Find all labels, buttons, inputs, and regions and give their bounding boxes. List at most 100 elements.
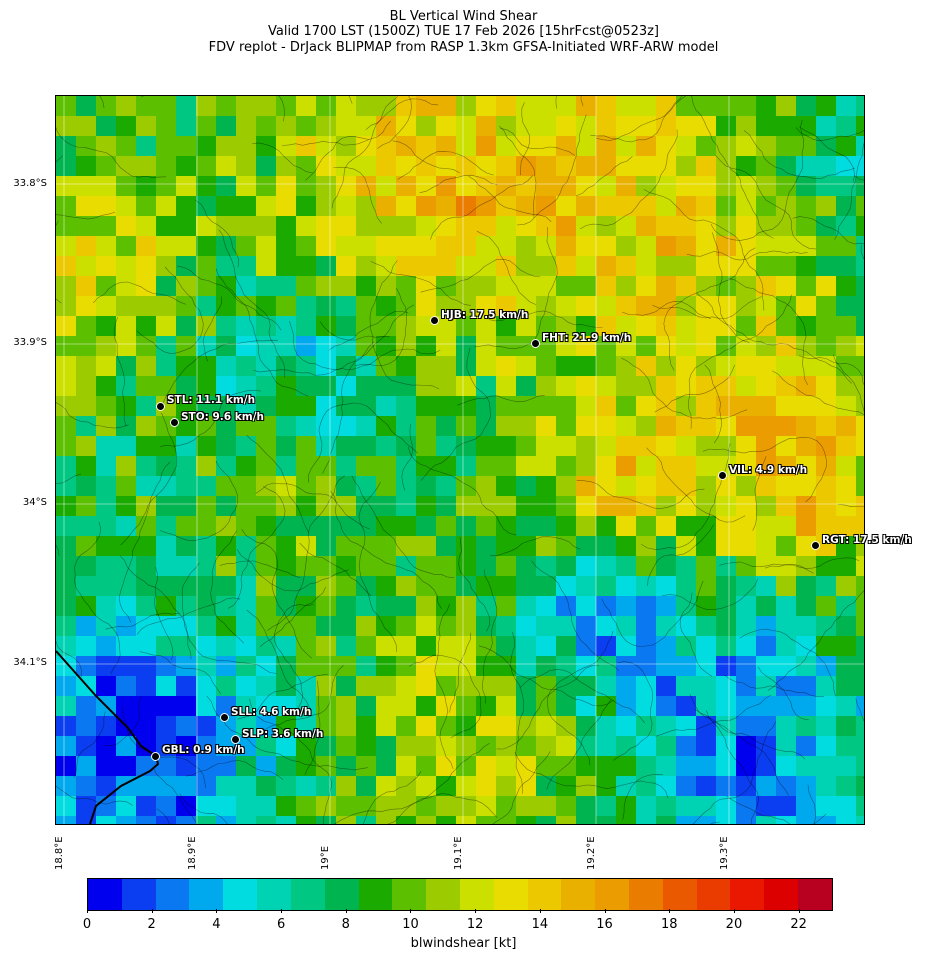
shear-cell [296, 636, 317, 657]
shear-cell [316, 656, 337, 677]
shear-cell [276, 336, 297, 357]
shear-cell [836, 516, 857, 537]
shear-cell [176, 756, 197, 777]
shear-cell [616, 816, 637, 824]
shear-cell [796, 196, 817, 217]
shear-cell [596, 636, 617, 657]
station-marker-gbl[interactable] [151, 752, 160, 761]
shear-cell [436, 296, 457, 317]
shear-cell [196, 296, 217, 317]
shear-cell [436, 436, 457, 457]
shear-cell [736, 96, 757, 117]
shear-cell [456, 396, 477, 417]
shear-cell [216, 376, 237, 397]
shear-cell [496, 556, 517, 577]
shear-cell [76, 816, 97, 824]
shear-cell [96, 396, 117, 417]
shear-cell [276, 316, 297, 337]
shear-cell [56, 96, 77, 117]
terrain-contour [661, 578, 759, 611]
shear-cell [836, 676, 857, 697]
wind-shear-map[interactable] [55, 95, 865, 825]
shear-cell [116, 636, 137, 657]
shear-cell [816, 356, 837, 377]
shear-cell [156, 156, 177, 177]
shear-cell [716, 336, 737, 357]
shear-cell [756, 136, 777, 157]
shear-cell [756, 756, 777, 777]
shear-cell [856, 196, 864, 217]
shear-cell [816, 436, 837, 457]
shear-cell [856, 356, 864, 377]
shear-cell [96, 576, 117, 597]
station-marker-slp[interactable] [231, 735, 240, 744]
shear-cell [96, 116, 117, 137]
station-marker-vil[interactable] [718, 471, 727, 480]
shear-cell [776, 556, 797, 577]
shear-cell [716, 236, 737, 257]
shear-cell [76, 296, 97, 317]
terrain-contour [153, 566, 174, 661]
shear-cell [136, 736, 157, 757]
shear-cell [696, 436, 717, 457]
shear-cell [656, 136, 677, 157]
shear-cell [436, 516, 457, 537]
shear-cell [176, 576, 197, 597]
shear-cell [856, 716, 864, 737]
shear-cell [76, 176, 97, 197]
shear-cell [76, 96, 97, 117]
shear-cell [76, 716, 97, 737]
shear-cell [496, 536, 517, 557]
shear-cell [716, 276, 737, 297]
shear-cell [356, 796, 377, 817]
terrain-contour [255, 482, 371, 530]
shear-cell [236, 296, 257, 317]
shear-cell [656, 776, 677, 797]
station-marker-sll[interactable] [220, 713, 229, 722]
shear-cell [796, 616, 817, 637]
shear-cell [756, 776, 777, 797]
station-marker-fht[interactable] [531, 339, 540, 348]
shear-cell [576, 396, 597, 417]
shear-cell [276, 136, 297, 157]
colorbar-tick-mark [281, 909, 283, 913]
shear-cell [716, 616, 737, 637]
shear-cell [136, 296, 157, 317]
shear-cell [716, 676, 737, 697]
shear-cell [576, 576, 597, 597]
shear-cell [716, 316, 737, 337]
shear-cell [116, 696, 137, 717]
shear-cell [416, 356, 437, 377]
shear-cell [556, 676, 577, 697]
shear-cell [556, 596, 577, 617]
shear-cell [696, 256, 717, 277]
shear-cell [736, 536, 757, 557]
shear-cell [716, 556, 737, 577]
station-marker-sto[interactable] [170, 418, 179, 427]
shear-cell [716, 776, 737, 797]
shear-cell [76, 356, 97, 377]
shear-cell [796, 356, 817, 377]
station-marker-hjb[interactable] [430, 316, 439, 325]
shear-cell [136, 476, 157, 497]
shear-cell [396, 396, 417, 417]
shear-cell [276, 116, 297, 137]
shear-cell [436, 256, 457, 277]
station-marker-stl[interactable] [156, 402, 165, 411]
colorbar-tick-mark [345, 909, 347, 913]
shear-cell [136, 756, 157, 777]
shear-cell [496, 96, 517, 117]
shear-cell [136, 336, 157, 357]
station-marker-rgt[interactable] [811, 541, 820, 550]
shear-cell [856, 316, 864, 337]
lat-label-34-1: 34.1°S [13, 657, 47, 668]
shear-cell [796, 496, 817, 517]
shear-cell [436, 696, 457, 717]
shear-cell [816, 296, 837, 317]
shear-cell [376, 476, 397, 497]
shear-cell [96, 416, 117, 437]
shear-cell [356, 556, 377, 577]
shear-cell [316, 296, 337, 317]
shear-cell [136, 356, 157, 377]
colorbar-segment [527, 879, 562, 910]
